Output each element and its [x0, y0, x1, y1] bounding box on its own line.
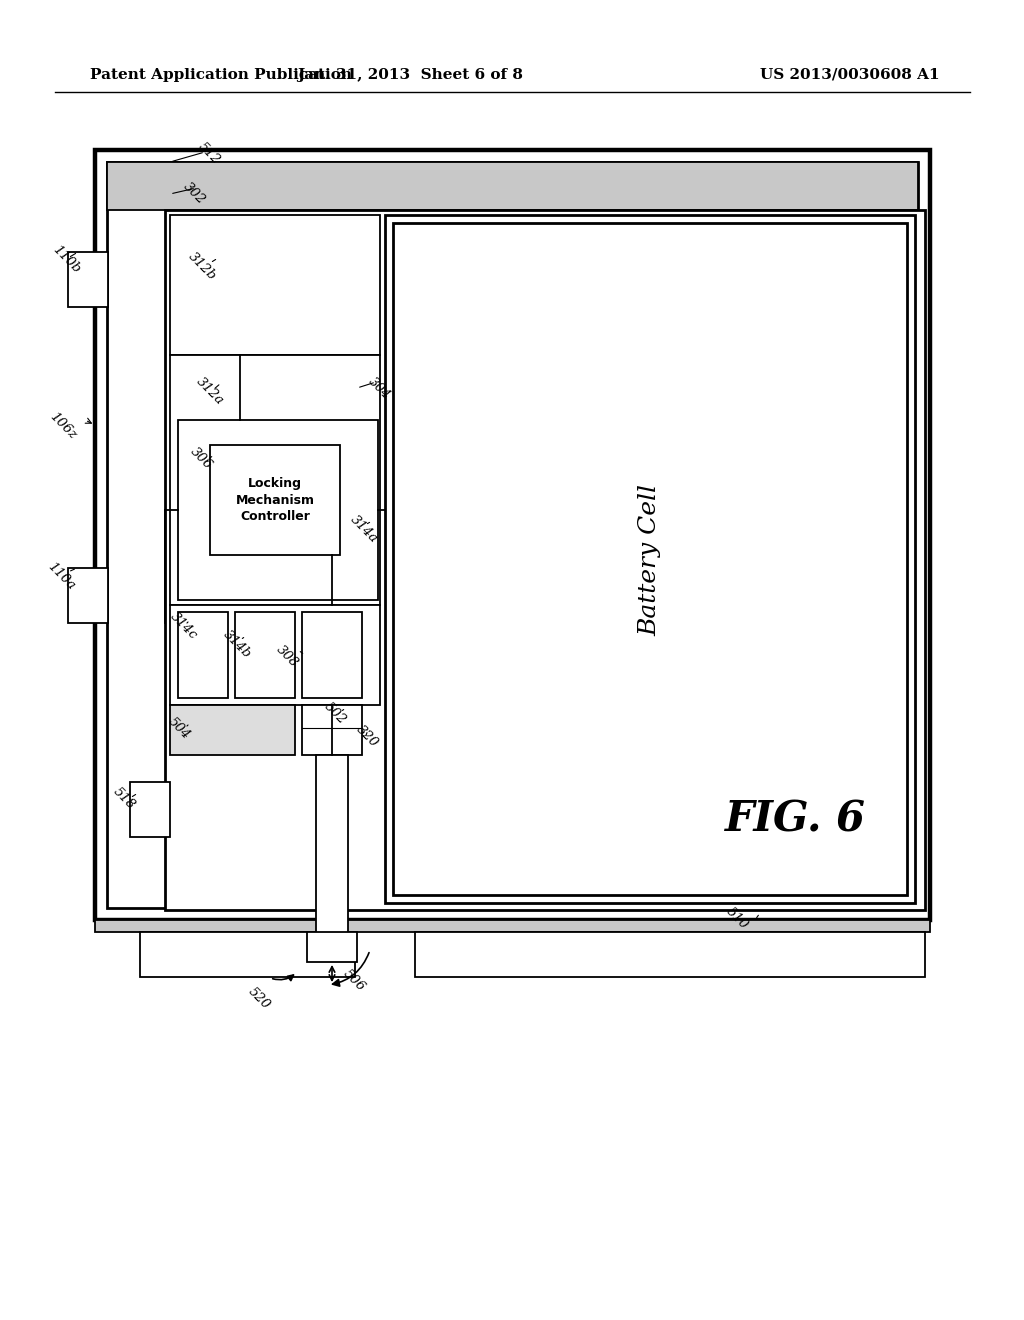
- Text: 502: 502: [322, 701, 348, 727]
- Text: Jan. 31, 2013  Sheet 6 of 8: Jan. 31, 2013 Sheet 6 of 8: [297, 69, 523, 82]
- Bar: [316, 755, 348, 935]
- Text: 106z: 106z: [47, 411, 79, 442]
- Text: 308: 308: [273, 643, 300, 671]
- Text: Locking
Mechanism
Controller: Locking Mechanism Controller: [236, 477, 314, 524]
- Bar: [170, 355, 380, 605]
- Bar: [302, 705, 362, 755]
- Bar: [170, 215, 380, 355]
- Text: 320: 320: [353, 723, 380, 750]
- Text: 512: 512: [196, 140, 222, 168]
- Bar: [178, 612, 228, 698]
- Bar: [106, 162, 918, 210]
- Text: FIG. 6: FIG. 6: [725, 799, 865, 841]
- Bar: [95, 150, 930, 920]
- Bar: [68, 568, 108, 623]
- Text: US 2013/0030608 A1: US 2013/0030608 A1: [760, 69, 940, 82]
- Text: 312a: 312a: [194, 375, 226, 408]
- Bar: [210, 445, 340, 554]
- Bar: [106, 162, 918, 908]
- Text: 110b: 110b: [50, 243, 83, 276]
- Bar: [165, 210, 925, 909]
- Text: 510: 510: [723, 906, 751, 932]
- Text: 520: 520: [246, 986, 272, 1012]
- Bar: [130, 781, 170, 837]
- Text: 314b: 314b: [220, 628, 253, 661]
- Text: 314c: 314c: [167, 610, 200, 643]
- Bar: [170, 705, 295, 755]
- Bar: [234, 612, 295, 698]
- Text: Battery Cell: Battery Cell: [639, 484, 662, 636]
- Bar: [140, 932, 355, 977]
- Text: 518: 518: [111, 785, 137, 812]
- Bar: [178, 420, 378, 601]
- Text: 302: 302: [180, 181, 208, 207]
- Bar: [170, 605, 380, 705]
- Bar: [68, 252, 108, 308]
- Text: 110a: 110a: [45, 561, 78, 593]
- Bar: [385, 215, 915, 903]
- Text: 314a: 314a: [347, 513, 380, 546]
- Text: 504: 504: [166, 715, 193, 742]
- Bar: [302, 612, 362, 698]
- Bar: [95, 920, 930, 932]
- Bar: [307, 932, 357, 962]
- Text: 506: 506: [340, 968, 368, 994]
- Text: 304: 304: [366, 375, 392, 403]
- Bar: [415, 932, 925, 977]
- Text: 306: 306: [187, 445, 214, 473]
- Bar: [393, 223, 907, 895]
- Text: Patent Application Publication: Patent Application Publication: [90, 69, 352, 82]
- Text: 312b: 312b: [185, 251, 218, 284]
